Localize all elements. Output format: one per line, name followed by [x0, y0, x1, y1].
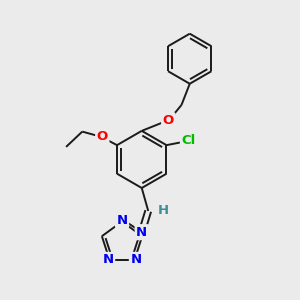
- Text: H: H: [158, 204, 169, 217]
- Text: N: N: [103, 254, 114, 266]
- Text: N: N: [116, 214, 128, 226]
- Text: O: O: [163, 114, 174, 127]
- Text: Cl: Cl: [182, 134, 196, 147]
- Text: O: O: [97, 130, 108, 143]
- Text: N: N: [136, 226, 147, 239]
- Text: N: N: [130, 254, 142, 266]
